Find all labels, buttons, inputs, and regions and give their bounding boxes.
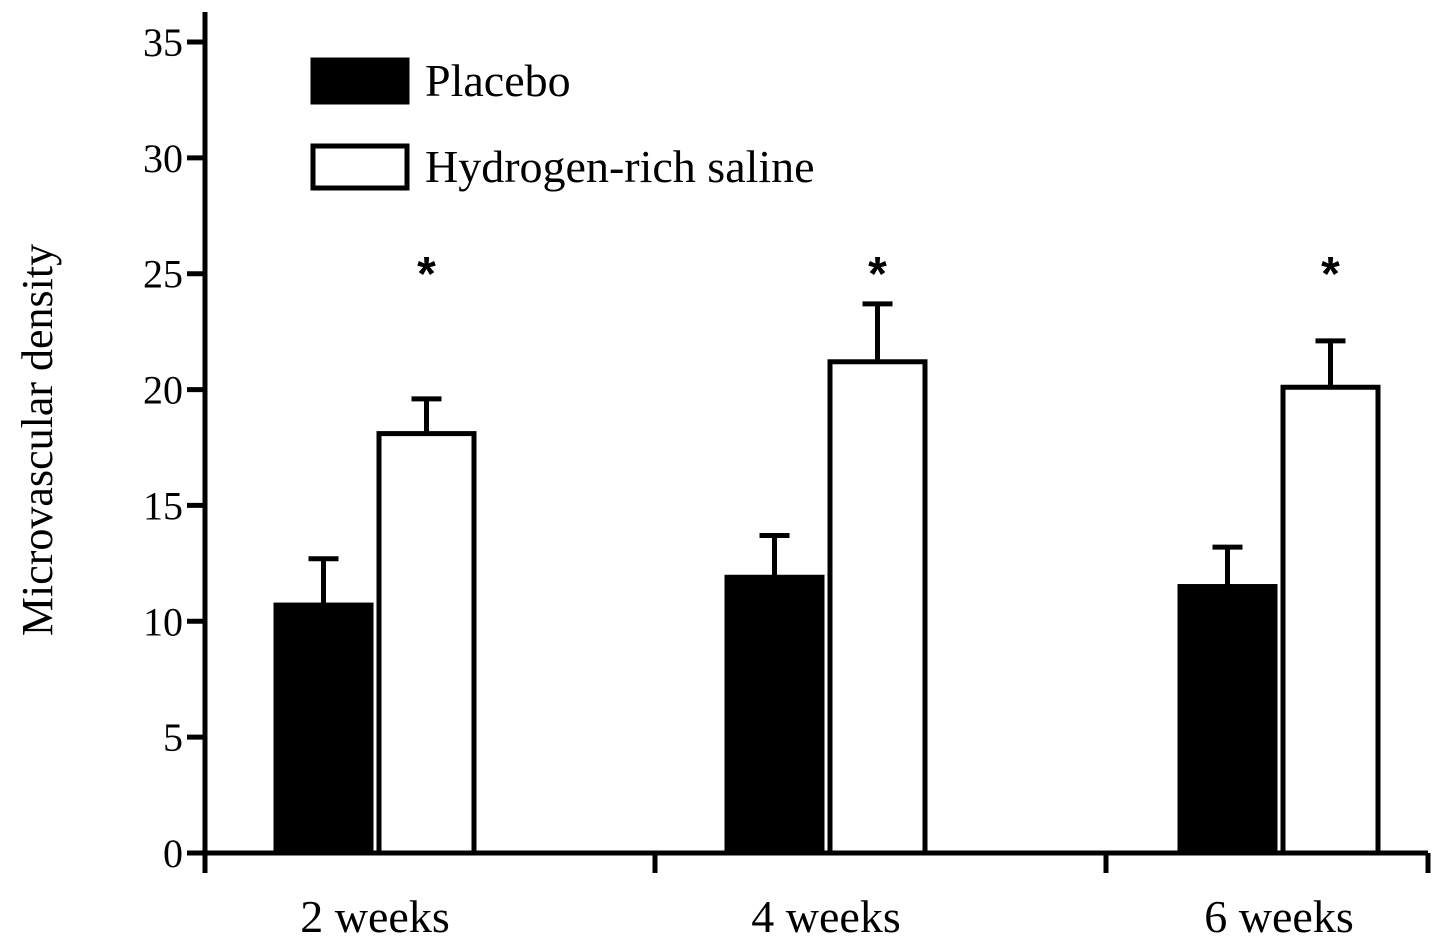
y-axis-title: Microvascular density <box>13 244 62 636</box>
x-tick-label: 6 weeks <box>1204 891 1353 942</box>
legend-swatch <box>310 143 410 191</box>
legend-label: Hydrogen-rich saline <box>425 141 815 192</box>
legend-swatch <box>310 57 410 105</box>
y-tick-label: 0 <box>163 831 183 876</box>
y-tick-label: 25 <box>143 252 183 297</box>
x-tick-label: 4 weeks <box>751 891 900 942</box>
bar-placebo <box>1177 584 1278 856</box>
bars: 2 weeks * 4 weeks * 6 weeks * <box>273 248 1381 942</box>
y-tick-label: 10 <box>143 599 183 644</box>
bar-placebo <box>273 602 374 856</box>
bar-hydrogen-rich-saline <box>827 359 928 856</box>
legend-label: Placebo <box>425 55 571 106</box>
x-tick-label: 2 weeks <box>300 891 449 942</box>
bar-hydrogen-rich-saline <box>376 431 477 856</box>
bar-placebo <box>724 574 825 856</box>
significance-marker: * <box>417 248 436 301</box>
y-tick-label: 5 <box>163 715 183 760</box>
bar-hydrogen-rich-saline <box>1280 384 1381 856</box>
y-tick-label: 35 <box>143 20 183 65</box>
y-tick-label: 30 <box>143 136 183 181</box>
y-tick-label: 20 <box>143 368 183 413</box>
significance-marker: * <box>1321 248 1340 301</box>
significance-marker: * <box>868 248 887 301</box>
legend: Placebo Hydrogen-rich saline <box>310 55 815 192</box>
y-tick-label: 15 <box>143 483 183 528</box>
